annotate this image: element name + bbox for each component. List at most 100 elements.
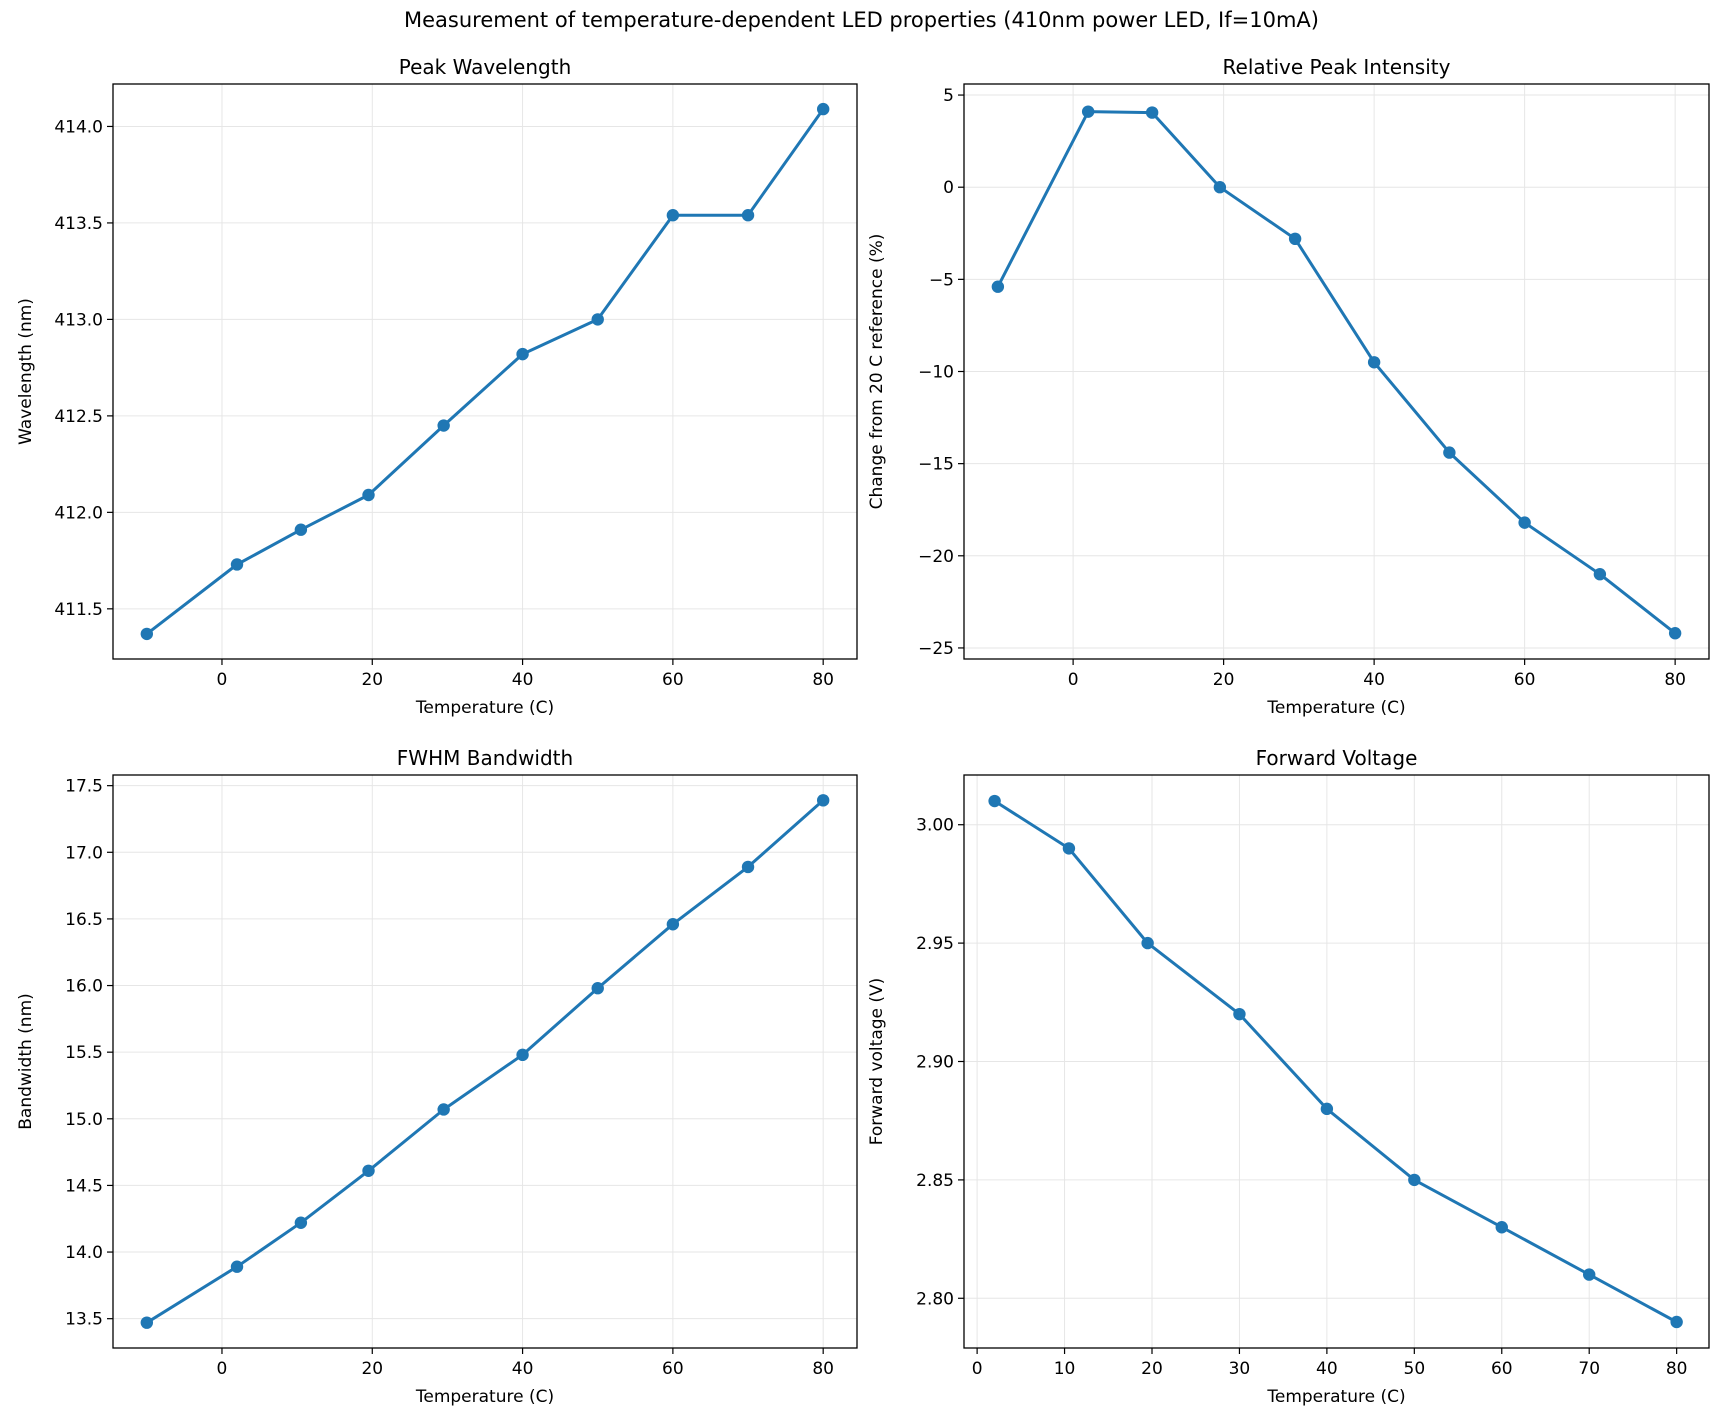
data-point [230, 1260, 244, 1273]
y-tick-label: 14.5 [65, 1176, 103, 1196]
y-tick-label: 412.5 [54, 407, 103, 427]
x-tick-label: 80 [1666, 1359, 1688, 1379]
x-tick-label: 70 [1578, 1359, 1600, 1379]
x-axis-label: Temperature (C) [415, 1387, 554, 1407]
data-point [1443, 446, 1456, 459]
y-tick-label: −15 [918, 455, 954, 475]
y-tick-label: 15.5 [65, 1043, 103, 1063]
y-tick-label: 5 [943, 86, 954, 106]
y-tick-label: 0 [943, 178, 954, 198]
y-tick-label: 2.85 [916, 1171, 954, 1191]
y-tick-label: 2.90 [916, 1053, 954, 1073]
data-point [140, 1316, 154, 1329]
data-point [741, 860, 755, 874]
x-tick-label: 80 [812, 670, 834, 690]
data-point [1408, 1173, 1421, 1187]
x-tick-label: 0 [1068, 670, 1079, 690]
x-axis-label: Temperature (C) [415, 698, 554, 718]
data-point [1081, 105, 1095, 118]
x-tick-label: 80 [812, 1359, 834, 1379]
data-point [1668, 626, 1682, 640]
y-tick-label: −10 [918, 363, 954, 383]
x-axis-label: Temperature (C) [1266, 1387, 1405, 1407]
chart-title: Peak Wavelength [399, 55, 572, 79]
y-tick-label: 15.0 [65, 1110, 103, 1130]
y-tick-label: 412.0 [54, 503, 103, 523]
data-point [1670, 1315, 1683, 1329]
data-point [516, 347, 529, 361]
x-tick-label: 20 [361, 1359, 383, 1379]
data-point [741, 209, 755, 222]
data-point [362, 1164, 375, 1177]
x-tick-label: 0 [217, 1359, 228, 1379]
y-tick-label: 13.5 [65, 1310, 103, 1330]
x-tick-label: 40 [1316, 1359, 1338, 1379]
chart-title: FWHM Bandwidth [397, 746, 573, 770]
x-tick-label: 60 [662, 1359, 684, 1379]
data-point [991, 280, 1005, 293]
y-axis-label: Wavelength (nm) [16, 298, 36, 445]
y-axis-label: Change from 20 C reference (%) [867, 234, 887, 510]
series-line [145, 108, 825, 636]
x-tick-label: 20 [361, 670, 383, 690]
x-tick-label: 20 [1213, 670, 1235, 690]
y-tick-label: −20 [918, 547, 954, 567]
chart-title: Forward Voltage [1256, 746, 1418, 770]
figure-title: Measurement of temperature-dependent LED… [404, 8, 1319, 32]
data-point [1593, 568, 1607, 581]
data-point [1518, 516, 1531, 529]
data-point [666, 209, 680, 222]
x-tick-label: 60 [662, 670, 684, 690]
x-tick-label: 0 [217, 670, 228, 690]
data-point [437, 419, 450, 432]
x-tick-label: 40 [512, 1359, 534, 1379]
y-tick-label: 2.95 [916, 934, 954, 954]
data-point [1233, 1007, 1246, 1021]
y-tick-label: −25 [918, 639, 954, 659]
data-point [1213, 181, 1227, 194]
axes-frame [112, 83, 858, 660]
chart-relative-peak-intensity: 0 20 40 60 80 −25 −20 −15 −10 −5 0 5 Relative Peak I… [867, 55, 1710, 718]
y-tick-label: 16.0 [65, 977, 103, 997]
y-tick-label: 2.80 [916, 1289, 954, 1309]
y-tick-label: 413.0 [54, 310, 103, 330]
y-tick-label: 14.0 [65, 1243, 103, 1263]
chart-title: Relative Peak Intensity [1223, 55, 1451, 79]
data-point [1495, 1221, 1508, 1234]
data-point [666, 918, 680, 931]
data-point [437, 1103, 450, 1116]
x-tick-label: 50 [1404, 1359, 1426, 1379]
x-tick-label: 40 [512, 670, 534, 690]
data-point [1367, 356, 1381, 369]
x-tick-label: 60 [1491, 1359, 1513, 1379]
data-point [516, 1048, 529, 1062]
data-point [294, 1216, 308, 1229]
data-point [591, 982, 604, 995]
data-point [1320, 1102, 1334, 1116]
x-tick-label: 10 [1054, 1359, 1076, 1379]
data-point [816, 794, 830, 807]
data-point [1288, 232, 1302, 246]
y-tick-label: −5 [929, 270, 954, 290]
chart-peak-wavelength: 0 20 40 60 80 411.5 412.0 412.5 413.0 413.5 414.0 P… [16, 55, 858, 718]
chart-forward-voltage: 0 10 20 30 40 50 60 70 80 2.80 2.85 2.90 2.95 3.00 For… [867, 746, 1710, 1407]
data-point [294, 523, 308, 536]
x-tick-label: 0 [972, 1359, 983, 1379]
y-tick-label: 16.5 [65, 910, 103, 930]
y-tick-label: 17.0 [65, 843, 103, 863]
series-line [146, 799, 825, 1324]
data-point [140, 627, 154, 641]
y-tick-label: 414.0 [54, 117, 103, 137]
y-tick-label: 17.5 [65, 777, 103, 797]
data-point [591, 313, 604, 326]
y-axis-label: Bandwidth (nm) [16, 993, 36, 1130]
data-point [816, 102, 830, 116]
y-tick-label: 413.5 [54, 214, 103, 234]
series-line [996, 110, 1677, 635]
y-tick-label: 3.00 [916, 816, 954, 836]
data-point [988, 794, 1001, 808]
axes-frame [112, 774, 858, 1349]
data-point [230, 558, 244, 571]
data-point [1583, 1268, 1596, 1281]
